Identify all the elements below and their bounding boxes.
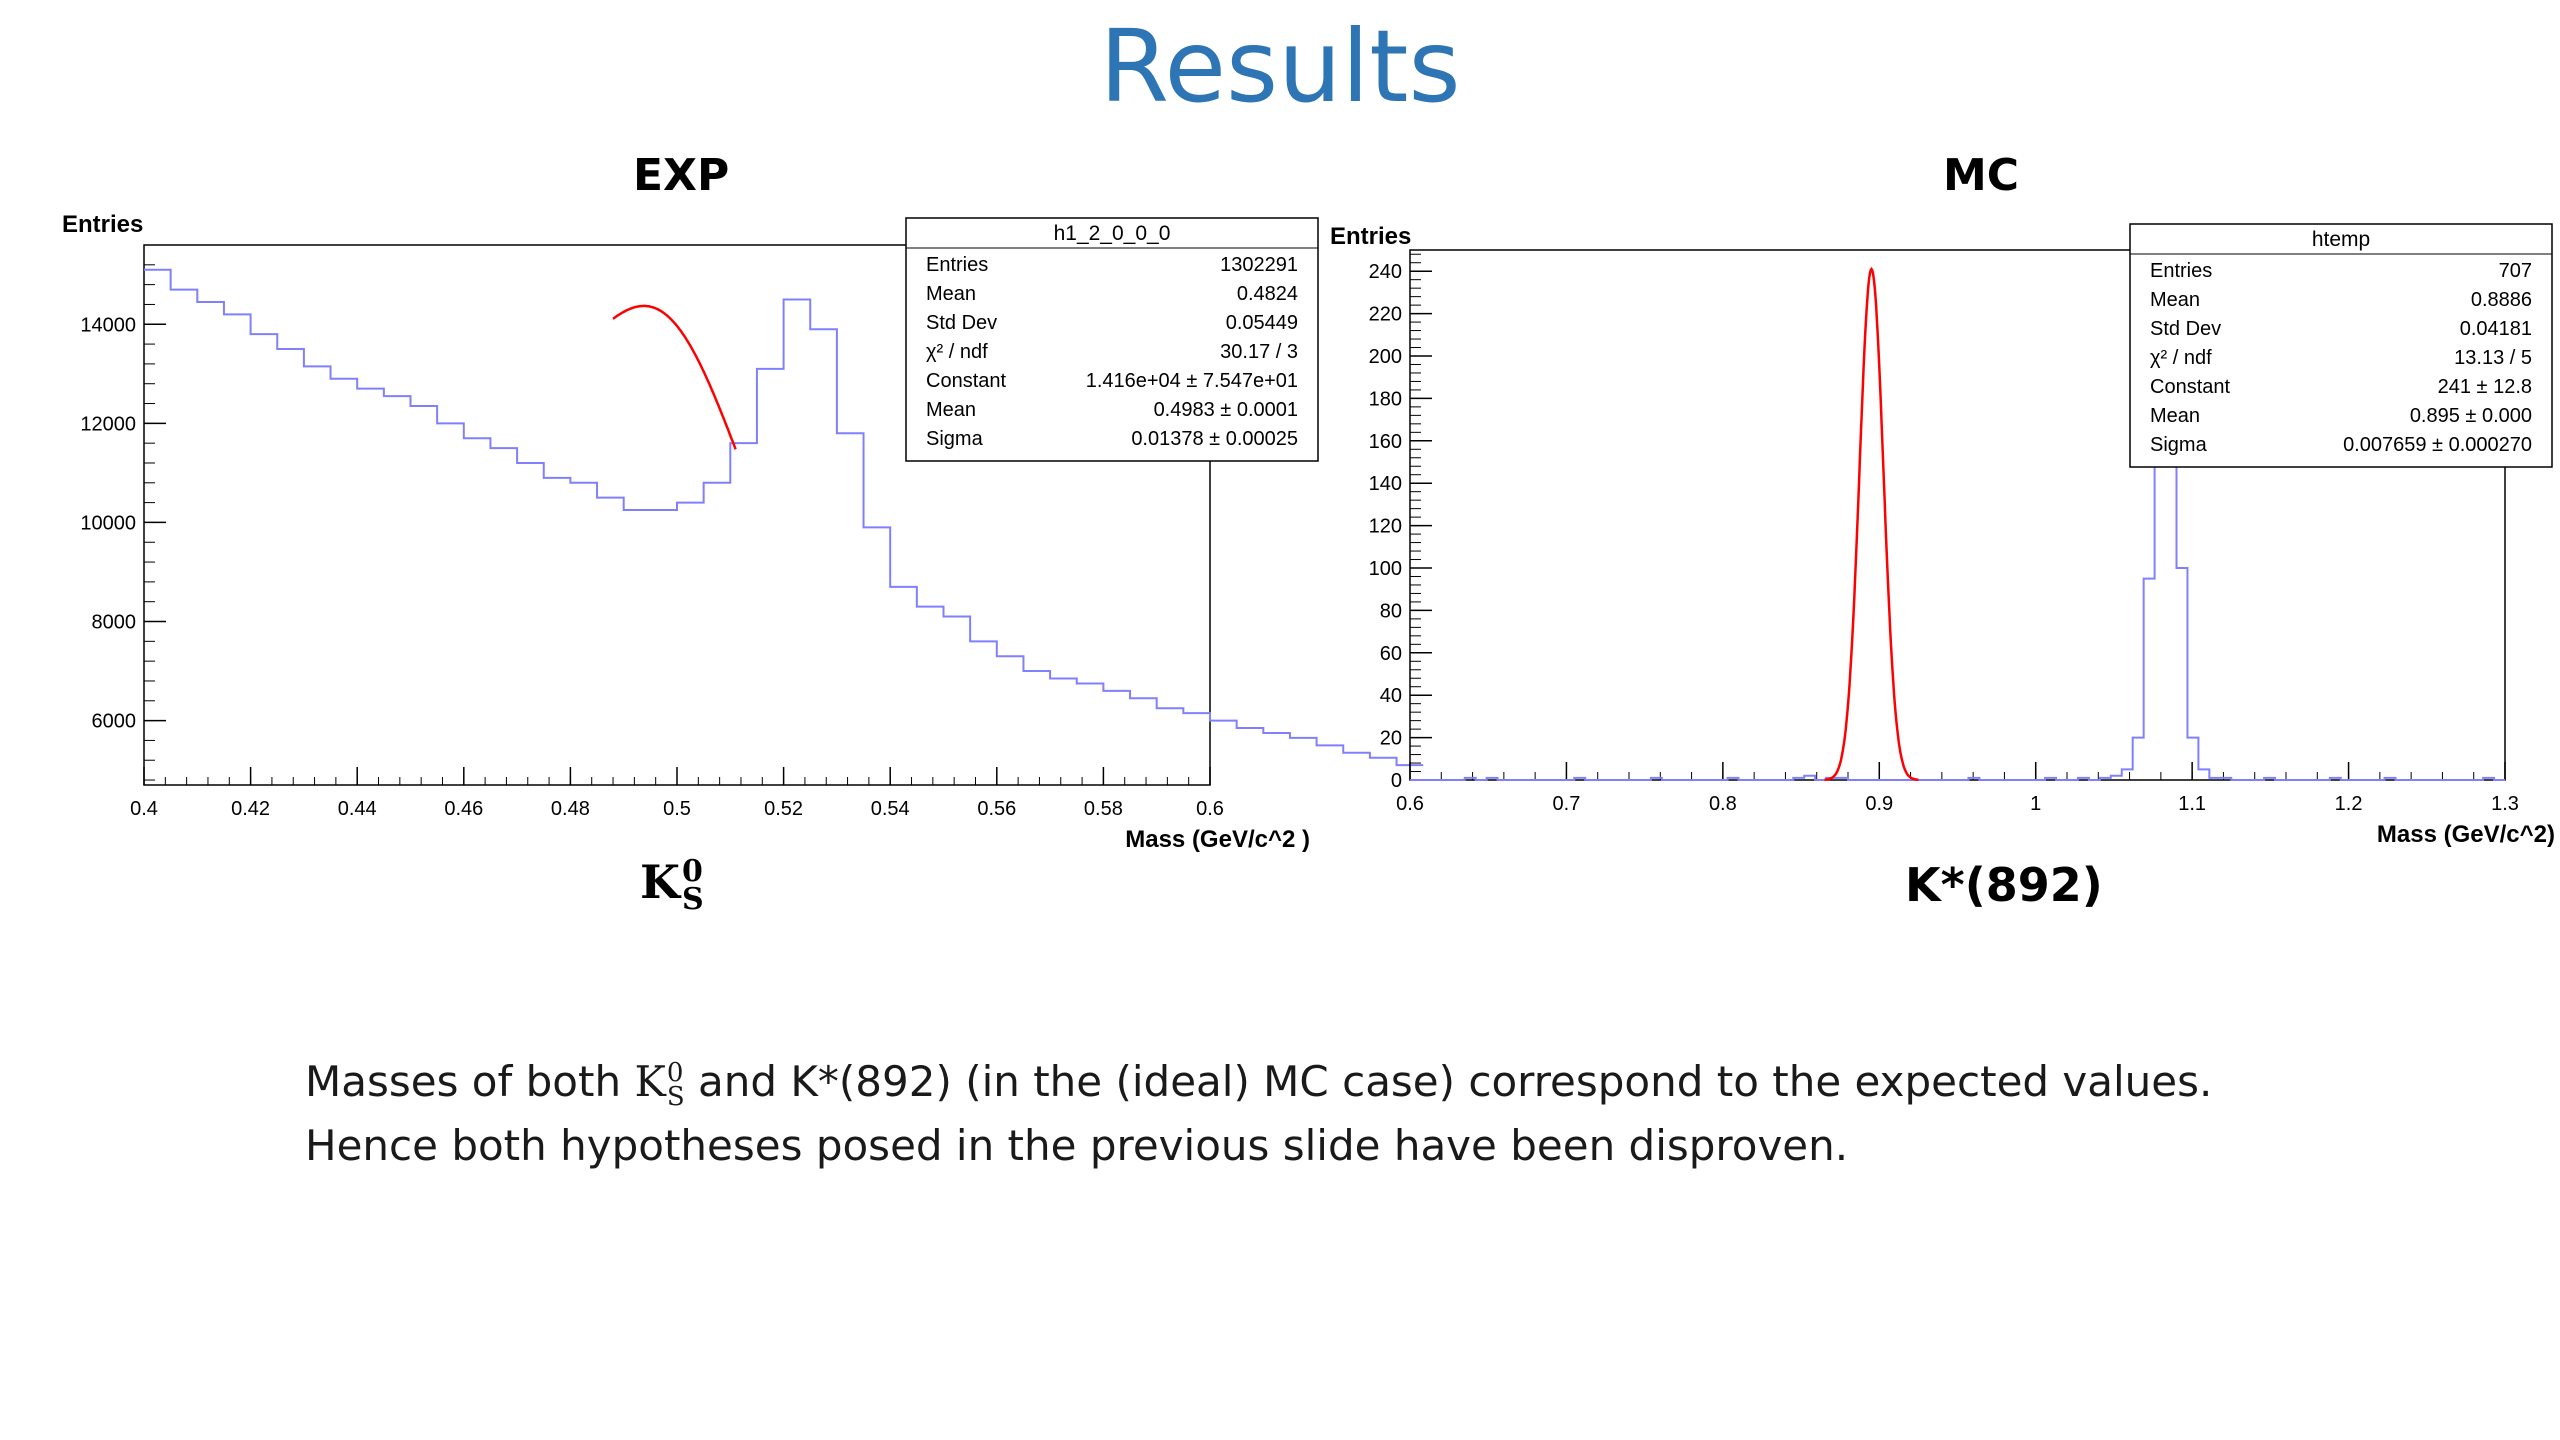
exp-stats-value: 1302291 xyxy=(1220,254,1298,276)
exp-stats-value: 0.4983 ± 0.0001 xyxy=(1154,399,1298,421)
exp-x-tick-label: 0.5 xyxy=(663,798,691,820)
mc-x-axis-label: Mass (GeV/c^2) xyxy=(2377,821,2555,848)
mc-x-tick-label: 1.2 xyxy=(2335,793,2363,815)
exp-x-tick-label: 0.54 xyxy=(871,798,910,820)
mc-stats-box xyxy=(2129,223,2553,468)
exp-panel-title: EXP xyxy=(633,150,730,201)
exp-x-axis-label: Mass (GeV/c^2 ) xyxy=(1125,826,1310,853)
exp-stats-label: Sigma xyxy=(926,428,984,450)
conclusion-line-1-end: and K*(892) (in the (ideal) MC case) cor… xyxy=(684,1057,2213,1106)
mc-y-tick-label: 0 xyxy=(1391,770,1402,792)
mc-gaussian-fit-curve xyxy=(1824,266,1919,782)
exp-x-tick-label: 0.4 xyxy=(130,798,158,820)
exp-y-tick-label: 8000 xyxy=(92,612,137,634)
exp-stats-value: 0.4824 xyxy=(1237,283,1298,305)
mc-stats-value: 241 ± 12.8 xyxy=(2438,376,2532,398)
exp-gaussian-fit-curve xyxy=(612,304,737,450)
mc-x-tick-label: 1 xyxy=(2030,793,2041,815)
mc-x-tick-label: 0.6 xyxy=(1396,793,1424,815)
exp-x-tick-label: 0.42 xyxy=(231,798,270,820)
mc-stats-value: 0.04181 xyxy=(2460,318,2532,340)
exp-histogram-line xyxy=(144,268,1424,767)
conclusion-line-2: Hence both hypotheses posed in the previ… xyxy=(305,1121,1849,1170)
mc-stats-label: Sigma xyxy=(2150,434,2208,456)
mc-y-tick-label: 160 xyxy=(1369,431,1402,453)
exp-y-tick-label: 14000 xyxy=(80,314,136,336)
mc-y-tick-label: 120 xyxy=(1369,516,1402,538)
mc-stats-label: Mean xyxy=(2150,405,2200,427)
mc-y-tick-label: 100 xyxy=(1369,558,1402,580)
exp-stats-label: Entries xyxy=(926,254,988,276)
kshort-subscript: S xyxy=(681,882,704,917)
exp-x-tick-label: 0.48 xyxy=(551,798,590,820)
mc-y-tick-label: 140 xyxy=(1369,473,1402,495)
exp-x-tick-label: 0.56 xyxy=(977,798,1016,820)
exp-stats-value: 1.416e+04 ± 7.547e+01 xyxy=(1086,370,1298,392)
mc-mass-histogram: 0 20 40 60 80 100 120 140 160 180 200 220 240 0.6 0.7 0… xyxy=(1330,223,2555,848)
exp-stats-label: χ² / ndf xyxy=(926,341,988,363)
mc-stats-value: 0.007659 ± 0.000270 xyxy=(2343,434,2532,456)
kshort-symbol: K xyxy=(640,855,680,909)
mc-y-tick-label: 40 xyxy=(1380,685,1402,707)
mc-x-tick-label: 0.7 xyxy=(1553,793,1581,815)
mc-x-tick-label: 0.8 xyxy=(1709,793,1737,815)
mc-stats-label: Std Dev xyxy=(2150,318,2221,340)
exp-x-tick-label: 0.52 xyxy=(764,798,803,820)
kstar-label: K*(892) xyxy=(1905,858,2103,912)
mc-stats-label: χ² / ndf xyxy=(2150,347,2212,369)
exp-y-axis-label: Entries xyxy=(62,211,143,238)
mc-y-tick-label: 80 xyxy=(1380,600,1402,622)
mc-histogram-line xyxy=(1410,270,2505,781)
exp-stats-label: Mean xyxy=(926,283,976,305)
exp-y-tick-label: 12000 xyxy=(80,413,136,435)
mc-stats-value: 0.895 ± 0.000 xyxy=(2410,405,2532,427)
mc-y-axis-label: Entries xyxy=(1330,223,1411,250)
slide-title: Results xyxy=(1099,8,1461,125)
mc-y-tick-label: 180 xyxy=(1369,388,1402,410)
mc-stats-value: 707 xyxy=(2499,260,2532,282)
mc-y-tick-label: 60 xyxy=(1380,643,1402,665)
exp-stats-value: 0.05449 xyxy=(1226,312,1298,334)
mc-y-tick-label: 220 xyxy=(1369,304,1402,326)
mc-y-tick-label: 240 xyxy=(1369,261,1402,283)
mc-y-tick-label: 200 xyxy=(1369,346,1402,368)
exp-stats-value: 0.01378 ± 0.00025 xyxy=(1131,428,1298,450)
exp-stats-box xyxy=(905,217,1319,462)
exp-mass-histogram: 6000 8000 10000 12000 14000 0.4 0.42 0.44 0.46 0.… xyxy=(62,211,1424,853)
kshort-inline-sup: 0 xyxy=(666,1058,684,1088)
mc-stats-name: htemp xyxy=(2312,228,2370,251)
mc-x-tick-label: 0.9 xyxy=(1865,793,1893,815)
mc-stats-label: Constant xyxy=(2150,376,2230,398)
conclusion-line-1-start: Masses of both xyxy=(305,1057,635,1106)
exp-x-tick-label: 0.44 xyxy=(338,798,377,820)
exp-x-tick-label: 0.46 xyxy=(444,798,483,820)
kshort-inline-sub: S xyxy=(666,1082,685,1112)
exp-x-tick-label: 0.6 xyxy=(1196,798,1224,820)
kshort-superscript: 0 xyxy=(681,854,703,889)
mc-stats-label: Mean xyxy=(2150,289,2200,311)
exp-y-tick-label: 6000 xyxy=(92,711,137,733)
exp-stats-label: Std Dev xyxy=(926,312,997,334)
exp-stats-name: h1_2_0_0_0 xyxy=(1054,222,1171,245)
exp-y-tick-label: 10000 xyxy=(80,512,136,534)
mc-stats-label: Entries xyxy=(2150,260,2212,282)
mc-stats-value: 13.13 / 5 xyxy=(2454,347,2532,369)
mc-panel-title: MC xyxy=(1943,150,2020,201)
exp-stats-label: Mean xyxy=(926,399,976,421)
mc-x-tick-label: 1.3 xyxy=(2491,793,2519,815)
mc-x-tick-label: 1.1 xyxy=(2178,793,2206,815)
exp-x-tick-label: 0.58 xyxy=(1084,798,1123,820)
mc-y-tick-label: 20 xyxy=(1380,728,1402,750)
kshort-inline-symbol: K xyxy=(634,1057,666,1106)
exp-stats-label: Constant xyxy=(926,370,1006,392)
exp-stats-value: 30.17 / 3 xyxy=(1220,341,1298,363)
mc-stats-value: 0.8886 xyxy=(2471,289,2532,311)
